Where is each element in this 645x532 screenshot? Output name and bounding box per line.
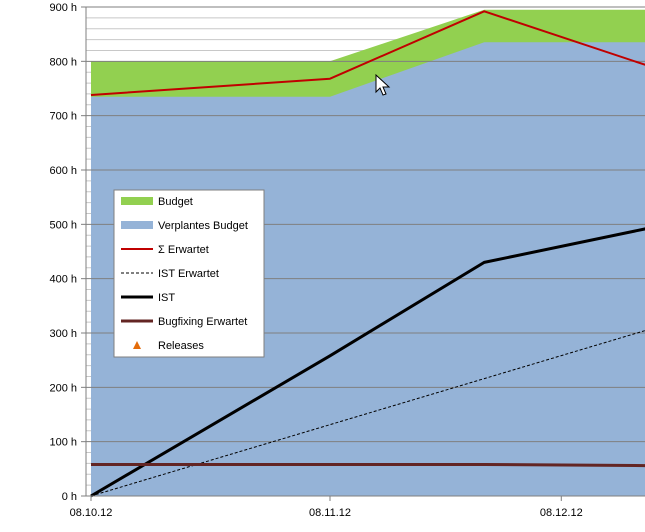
y-tick-label: 700 h bbox=[49, 111, 77, 123]
axes bbox=[81, 6, 645, 501]
bugfixing-expected-line bbox=[91, 463, 645, 468]
legend-label: Budget bbox=[158, 196, 193, 208]
legend-label: Releases bbox=[158, 340, 204, 352]
ist-line bbox=[90, 227, 645, 498]
legend-swatch bbox=[121, 197, 153, 205]
x-axis-tick-labels: 08.10.12 08.11.12 08.12.12 bbox=[70, 507, 583, 519]
area-series bbox=[91, 9, 645, 496]
legend-label: Bugfixing Erwartet bbox=[158, 316, 247, 328]
y-tick-label: 600 h bbox=[49, 165, 77, 177]
y-tick-label: 300 h bbox=[49, 328, 77, 340]
x-tick-label: 08.11.12 bbox=[309, 507, 351, 519]
line-series bbox=[90, 10, 645, 498]
y-tick-label: 0 h bbox=[62, 491, 77, 503]
legend-label: IST Erwartet bbox=[158, 268, 219, 280]
mouse-cursor-icon bbox=[375, 73, 391, 96]
sum-expected-line bbox=[90, 10, 645, 96]
y-tick-label: 200 h bbox=[49, 382, 77, 394]
y-tick-label: 800 h bbox=[49, 56, 77, 68]
legend-label: Σ Erwartet bbox=[158, 244, 209, 256]
legend-label: IST bbox=[158, 292, 175, 304]
y-tick-label: 100 h bbox=[49, 437, 77, 449]
y-tick-label: 500 h bbox=[49, 219, 77, 231]
ist-expected-line bbox=[90, 330, 645, 497]
y-tick-label: 900 h bbox=[49, 2, 77, 14]
y-axis-tick-labels: 0 h 100 h 200 h 300 h 400 h 500 h 600 h 700 h 80… bbox=[49, 2, 77, 503]
y-tick-label: 400 h bbox=[49, 274, 77, 286]
legend-label: Verplantes Budget bbox=[158, 220, 248, 232]
legend-swatch bbox=[121, 221, 153, 229]
legend: Budget Verplantes Budget Σ Erwartet IST Erw… bbox=[113, 189, 265, 358]
x-tick-label: 08.10.12 bbox=[70, 507, 113, 519]
x-tick-label: 08.12.12 bbox=[540, 507, 583, 519]
planned-budget-area bbox=[91, 42, 645, 496]
triangle-marker-icon bbox=[133, 341, 141, 349]
